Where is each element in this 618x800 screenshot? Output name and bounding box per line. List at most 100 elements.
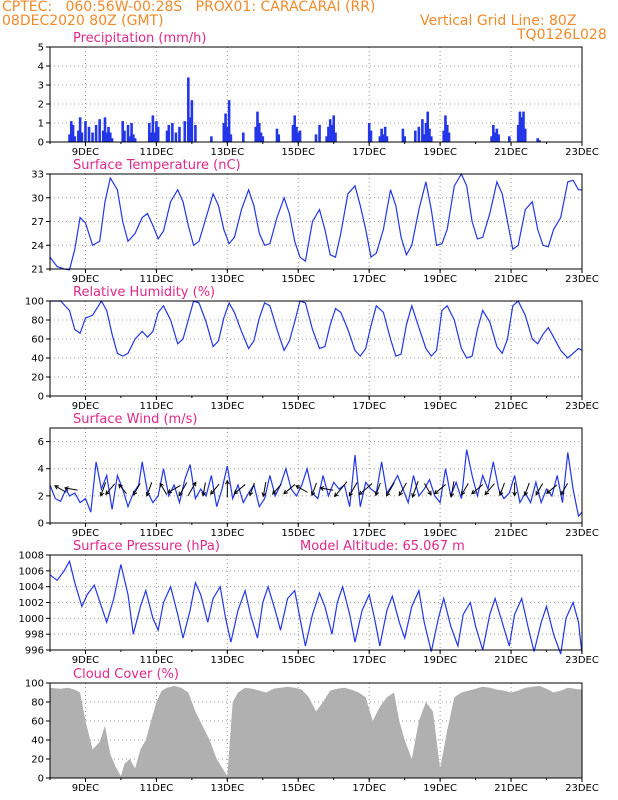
humidity-xtick-label: 23DEC <box>565 401 599 412</box>
humidity-series-line <box>50 299 583 359</box>
wind-arrow-head <box>118 483 123 489</box>
wind-arrow-shaft <box>398 482 407 496</box>
precipitation-bar <box>222 123 226 142</box>
precipitation-bar <box>241 132 245 142</box>
precipitation-bar <box>417 126 421 142</box>
precipitation-bar <box>536 138 539 142</box>
temperature-ytick-label: 30 <box>31 193 44 204</box>
precipitation-bar <box>68 134 71 142</box>
precipitation-bar <box>71 124 75 142</box>
humidity-xtick-label: 11DEC <box>140 401 174 412</box>
wind-arrow-shaft <box>434 484 446 495</box>
precipitation-bar <box>518 111 522 142</box>
precipitation-xtick-label: 9DEC <box>72 147 99 158</box>
precipitation-bar <box>188 117 192 142</box>
header-date: 08DEC2020 80Z (GMT) <box>2 13 164 29</box>
wind-arrow-shaft <box>105 483 116 495</box>
wind-arrow <box>386 482 395 497</box>
wind-arrow <box>105 483 116 496</box>
wind-arrow-head <box>333 492 339 498</box>
wind-arrow <box>187 481 197 497</box>
wind-arrow-head <box>498 491 504 497</box>
humidity-ytick-label: 100 <box>25 297 44 308</box>
wind-arrow-head <box>358 490 364 496</box>
pressure-annotation: Model Altitude: 65.067 m <box>300 539 465 554</box>
wind-arrow-shaft <box>283 484 296 495</box>
wind-xtick-label: 9DEC <box>72 528 99 539</box>
cloud-cover-xtick-label: 15DEC <box>281 783 315 794</box>
precipitation-bar <box>98 119 101 142</box>
wind-arrow-head <box>166 488 172 494</box>
header-grid-line: Vertical Grid Line: 80Z <box>420 13 577 29</box>
wind-arrow-shaft <box>146 482 153 497</box>
precipitation-ytick-label: 3 <box>38 81 44 92</box>
pressure-xtick-label: 15DEC <box>281 655 315 666</box>
humidity-frame <box>49 300 583 397</box>
cloud-cover-ytick-label: 100 <box>25 679 44 690</box>
wind-arrow-head <box>159 482 164 488</box>
precipitation-bar <box>428 128 431 142</box>
wind-arrow-shaft <box>210 483 220 495</box>
wind-arrow <box>545 484 558 494</box>
precipitation-bar <box>101 130 105 142</box>
wind-arrow-shaft <box>375 482 381 496</box>
temperature-xtick-label: 21DEC <box>494 274 528 285</box>
precipitation-bar <box>183 121 187 142</box>
wind-arrow-head <box>248 491 254 497</box>
wind-arrow-shaft <box>159 483 168 496</box>
wind-arrow-head <box>545 489 551 494</box>
precipitation-bar <box>378 136 382 142</box>
precipitation-bar <box>94 124 98 142</box>
precipitation-bar <box>77 130 80 142</box>
wind-arrow-shaft <box>54 485 67 493</box>
precipitation-ytick-label: 5 <box>38 43 44 54</box>
pressure-ytick-label: 1008 <box>19 551 44 562</box>
cloud-cover-ytick-label: 0 <box>38 774 44 785</box>
temperature-ytick-label: 21 <box>31 265 44 276</box>
temperature-ytick-label: 24 <box>31 241 44 252</box>
wind-arrow-shaft <box>535 483 544 496</box>
humidity-ytick-label: 60 <box>31 335 44 346</box>
wind-arrow <box>54 485 67 493</box>
precipitation-xtick-label: 15DEC <box>281 147 315 158</box>
wind-arrow-shaft <box>202 482 206 496</box>
temperature-xtick-label: 19DEC <box>423 274 457 285</box>
precipitation-bar <box>190 100 194 142</box>
wind-xtick-label: 11DEC <box>140 528 174 539</box>
precipitation-bar <box>291 124 295 142</box>
precipitation-bar <box>121 121 125 142</box>
precipitation-bar <box>84 121 87 142</box>
wind-arrow-shaft <box>178 482 188 496</box>
wind-arrow-head <box>433 489 439 495</box>
wind-arrow-shaft <box>133 483 141 496</box>
precipitation-bar <box>383 126 387 142</box>
wind-arrow <box>283 484 296 495</box>
cloud-cover-xtick-label: 23DEC <box>565 783 599 794</box>
wind-xtick-label: 19DEC <box>423 528 457 539</box>
precipitation-ytick-label: 2 <box>38 100 44 111</box>
wind-arrow <box>498 482 505 497</box>
precipitation-bar <box>194 124 197 142</box>
wind-arrow-shaft <box>100 482 107 497</box>
wind-arrow <box>484 483 495 496</box>
wind-arrow <box>210 483 220 495</box>
humidity-xtick-label: 13DEC <box>210 401 244 412</box>
wind-arrow <box>248 482 255 497</box>
wind-ytick-label: 0 <box>38 519 44 530</box>
wind-arrow-shaft <box>262 481 267 497</box>
wind-arrow-head <box>348 491 354 497</box>
cloud-cover-xtick-label: 11DEC <box>140 783 174 794</box>
wind-arrow <box>224 479 230 498</box>
wind-arrow-head <box>319 486 325 491</box>
precipitation-bar <box>107 126 110 142</box>
wind-arrow <box>449 481 455 498</box>
wind-arrow <box>159 482 168 496</box>
temperature-ytick-label: 33 <box>31 170 44 181</box>
humidity-xtick-label: 9DEC <box>72 401 99 412</box>
precipitation-bar <box>293 115 297 142</box>
wind-arrow-shaft <box>524 482 530 496</box>
precipitation-bar <box>261 136 265 142</box>
wind-arrow <box>433 484 446 495</box>
precipitation-bar <box>493 132 497 142</box>
